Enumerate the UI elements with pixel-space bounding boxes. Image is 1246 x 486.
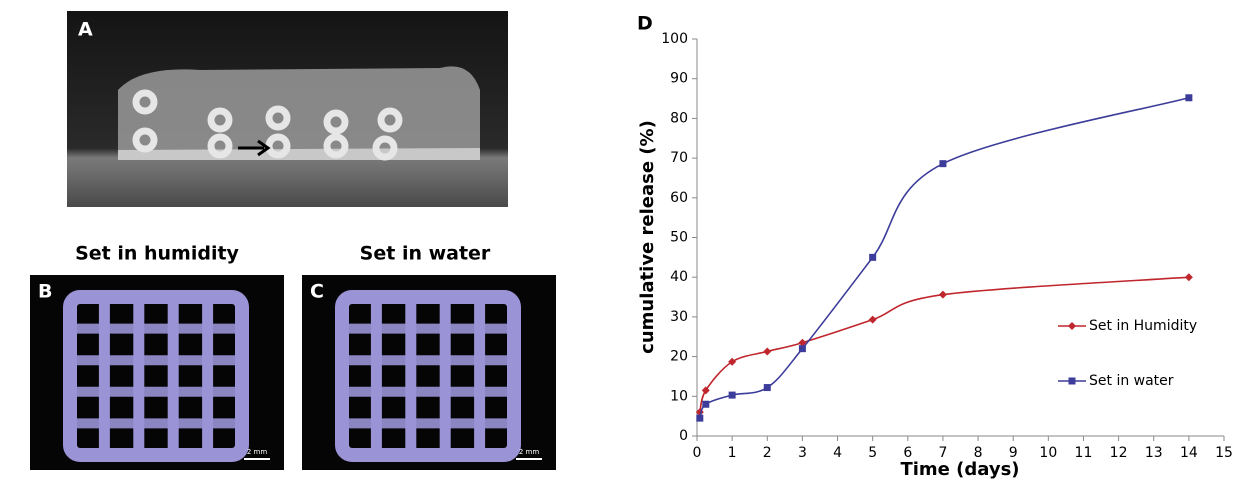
x-tick-label: 2 (763, 445, 772, 461)
x-axis-title: Time (days) (900, 459, 1019, 480)
y-tick-label: 40 (670, 269, 688, 285)
x-tick-label: 9 (1009, 445, 1018, 461)
x-tick-label: 4 (833, 445, 842, 461)
panel-label: B (38, 281, 52, 303)
panel-a-image: A (67, 11, 508, 207)
y-tick-label: 100 (661, 31, 688, 47)
y-tick-label: 50 (670, 230, 688, 246)
y-tick-label: 80 (670, 110, 688, 126)
series-line (699, 96, 1190, 419)
marker (702, 400, 710, 408)
y-tick-label: 20 (670, 349, 688, 365)
marker (938, 290, 947, 299)
marker (1184, 273, 1193, 282)
legend-label: Set in water (1089, 373, 1174, 389)
panel-title: Set in water (360, 243, 491, 265)
panel-c-image: 2 mm C (302, 275, 556, 470)
marker (939, 160, 947, 168)
scale-bar-label: 2 mm (519, 448, 539, 456)
y-tick-label: 60 (670, 190, 688, 206)
marker (696, 414, 704, 422)
x-tick-label: 15 (1215, 445, 1233, 461)
panel-label: C (310, 281, 324, 303)
marker (763, 384, 771, 392)
x-tick-label: 14 (1180, 445, 1198, 461)
marker (728, 391, 736, 399)
scaffold-frame (63, 290, 249, 462)
x-tick-label: 0 (693, 445, 702, 461)
y-tick-label: 10 (670, 388, 688, 404)
x-tick-label: 12 (1110, 445, 1128, 461)
marker (868, 315, 877, 324)
scaffold-frame (335, 290, 521, 462)
x-tick-label: 3 (798, 445, 807, 461)
panel-label: D (637, 13, 653, 35)
x-tick-label: 7 (938, 445, 947, 461)
marker (701, 386, 710, 395)
x-tick-label: 1 (728, 445, 737, 461)
scale-bar-label: 2 mm (247, 448, 267, 456)
y-tick-label: 90 (670, 71, 688, 87)
x-tick-label: 11 (1075, 445, 1093, 461)
y-axis-title: cumulative release (%) (637, 120, 658, 354)
x-tick-label: 8 (974, 445, 983, 461)
x-tick-label: 5 (868, 445, 877, 461)
marker (763, 347, 772, 356)
legend-marker (1068, 377, 1076, 385)
y-tick-label: 0 (679, 428, 688, 444)
marker (798, 338, 807, 347)
panel-label: A (78, 19, 93, 41)
y-tick-label: 70 (670, 150, 688, 166)
legend-label: Set in Humidity (1089, 318, 1197, 334)
marker (728, 357, 737, 366)
marker (1185, 94, 1193, 102)
x-tick-label: 6 (903, 445, 912, 461)
y-tick-label: 30 (670, 309, 688, 325)
panel-title: Set in humidity (75, 243, 239, 265)
panel-b-image: 2 mm B (30, 275, 284, 470)
x-tick-label: 13 (1145, 445, 1163, 461)
marker (798, 345, 806, 353)
x-tick-label: 10 (1039, 445, 1057, 461)
legend-marker (1068, 322, 1076, 330)
series-line (699, 276, 1189, 413)
marker (869, 253, 877, 261)
